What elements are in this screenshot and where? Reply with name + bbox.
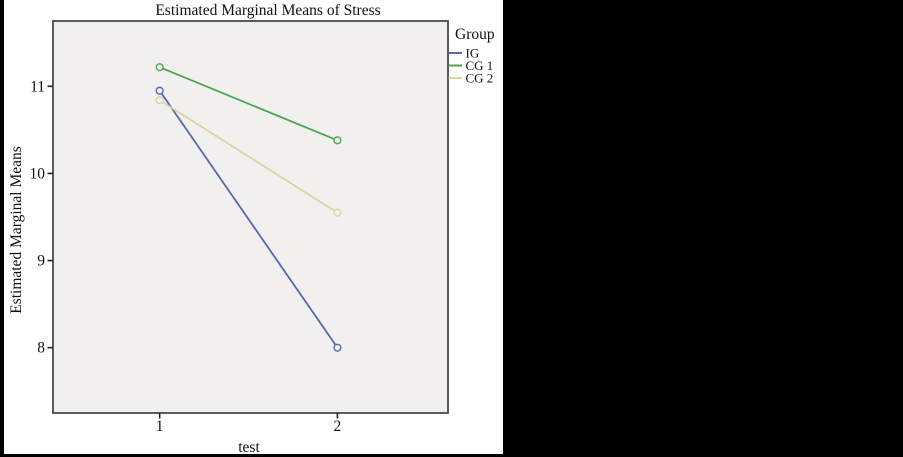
data-point-marker-cg-1-2	[333, 136, 342, 145]
plot-panel	[52, 20, 449, 414]
legend-title: Group	[455, 26, 495, 43]
series-lines	[155, 63, 342, 352]
y-tick-label-8: 8	[37, 340, 45, 357]
y-tick-label-9: 9	[37, 253, 45, 270]
y-axis-title: Estimated Marginal Means	[8, 146, 25, 314]
x-tick-label-1: 1	[156, 418, 164, 435]
data-point-marker-cg-2-2	[333, 208, 342, 217]
y-tick-label-11: 11	[30, 78, 45, 95]
legend-label-cg-1: CG 1	[466, 58, 494, 73]
data-point-marker-cg-2-1	[155, 96, 164, 105]
chart-title: Estimated Marginal Means of Stress	[155, 2, 380, 19]
data-point-marker-ig-2	[333, 343, 342, 352]
series-line-cg-2	[159, 99, 338, 214]
series-line-cg-1	[159, 66, 338, 142]
x-tick-label-2: 2	[334, 418, 342, 435]
black-matte-right	[503, 0, 903, 457]
data-point-marker-cg-1-1	[155, 63, 164, 72]
black-matte-bottom-strip	[0, 454, 503, 457]
y-tick-label-10: 10	[30, 165, 46, 182]
black-matte-left-strip	[0, 0, 4, 457]
y-axis-ticks: 8 9 10 11	[30, 78, 53, 357]
data-point-marker-ig-1	[155, 86, 164, 95]
series-line-ig	[158, 90, 339, 349]
x-axis-title: test	[238, 439, 260, 456]
legend-label-cg-2: CG 2	[466, 71, 494, 86]
legend-label-ig: IG	[466, 46, 480, 61]
